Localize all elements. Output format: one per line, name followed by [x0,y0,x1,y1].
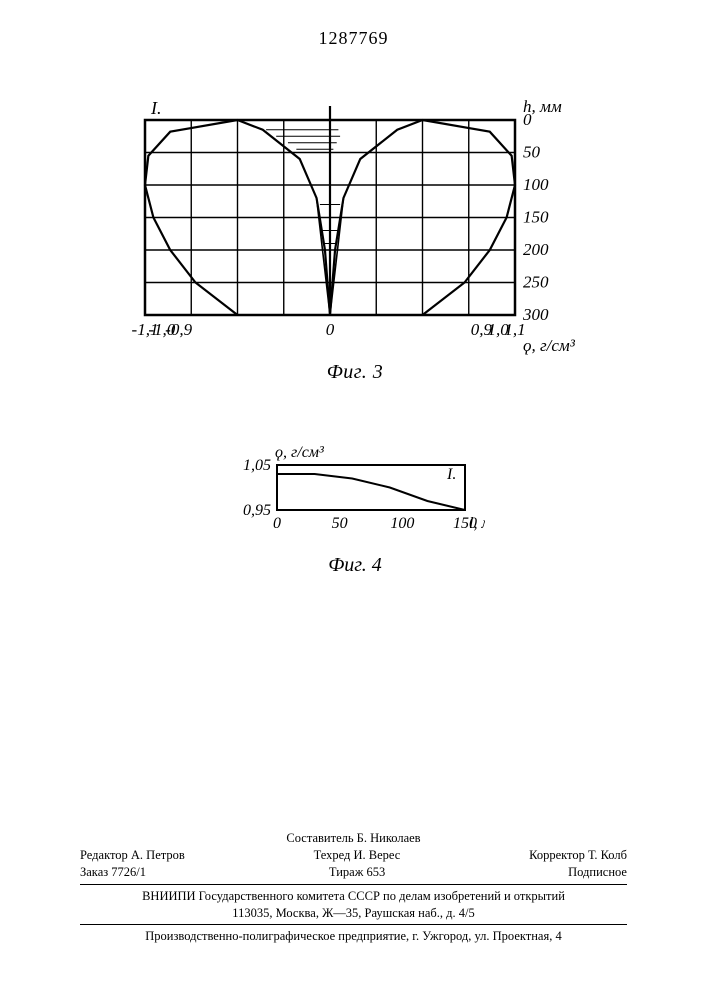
footer-addr1: 113035, Москва, Ж—35, Раушская наб., д. … [80,905,627,922]
svg-text:250: 250 [523,273,549,292]
footer-org2: Производственно-полиграфическое предприя… [80,928,627,945]
fig4-chart: 0,951,05ϙ, г/см³050100150l, ммI. [225,440,485,545]
footer-editor: Редактор А. Петров [80,847,185,864]
svg-text:100: 100 [523,175,549,194]
svg-text:0,95: 0,95 [243,502,271,519]
figure-4: 0,951,05ϙ, г/см³050100150l, ммI. Фиг. 4 [225,440,485,577]
svg-text:I.: I. [446,466,456,483]
svg-text:50: 50 [523,143,541,162]
svg-text:ϙ, г/см³: ϙ, г/см³ [523,336,576,355]
svg-text:50: 50 [332,515,348,532]
footer-composer: Составитель Б. Николаев [80,830,627,847]
page-number: 1287769 [0,28,707,49]
svg-text:1,05: 1,05 [243,457,271,474]
svg-text:150: 150 [523,208,549,227]
fig4-caption: Фиг. 4 [225,554,485,577]
fig3-caption: Фиг. 3 [125,361,585,384]
svg-text:200: 200 [523,240,549,259]
svg-text:ϙ, г/см³: ϙ, г/см³ [275,444,324,461]
footer-techred: Техред И. Верес [314,847,401,864]
svg-text:h, мм: h, мм [523,97,562,116]
svg-text:I.: I. [150,98,162,118]
imprint-footer: Составитель Б. Николаев Редактор А. Петр… [80,830,627,945]
svg-text:100: 100 [390,515,414,532]
svg-text:-0,9: -0,9 [165,320,192,339]
figure-3: 050100150200250300h, мм-1,1-1,0-0,900,91… [125,95,585,384]
svg-text:300: 300 [522,305,549,324]
fig3-chart: 050100150200250300h, мм-1,1-1,0-0,900,91… [125,95,585,355]
svg-text:0: 0 [326,320,335,339]
footer-corrector: Корректор Т. Колб [529,847,627,864]
footer-org1: ВНИИПИ Государственного комитета СССР по… [80,888,627,905]
footer-podpis: Подписное [568,864,627,881]
footer-tirazh: Тираж 653 [329,864,385,881]
svg-text:0: 0 [273,515,281,532]
svg-text:l, мм: l, мм [469,515,485,532]
footer-order: Заказ 7726/1 [80,864,146,881]
